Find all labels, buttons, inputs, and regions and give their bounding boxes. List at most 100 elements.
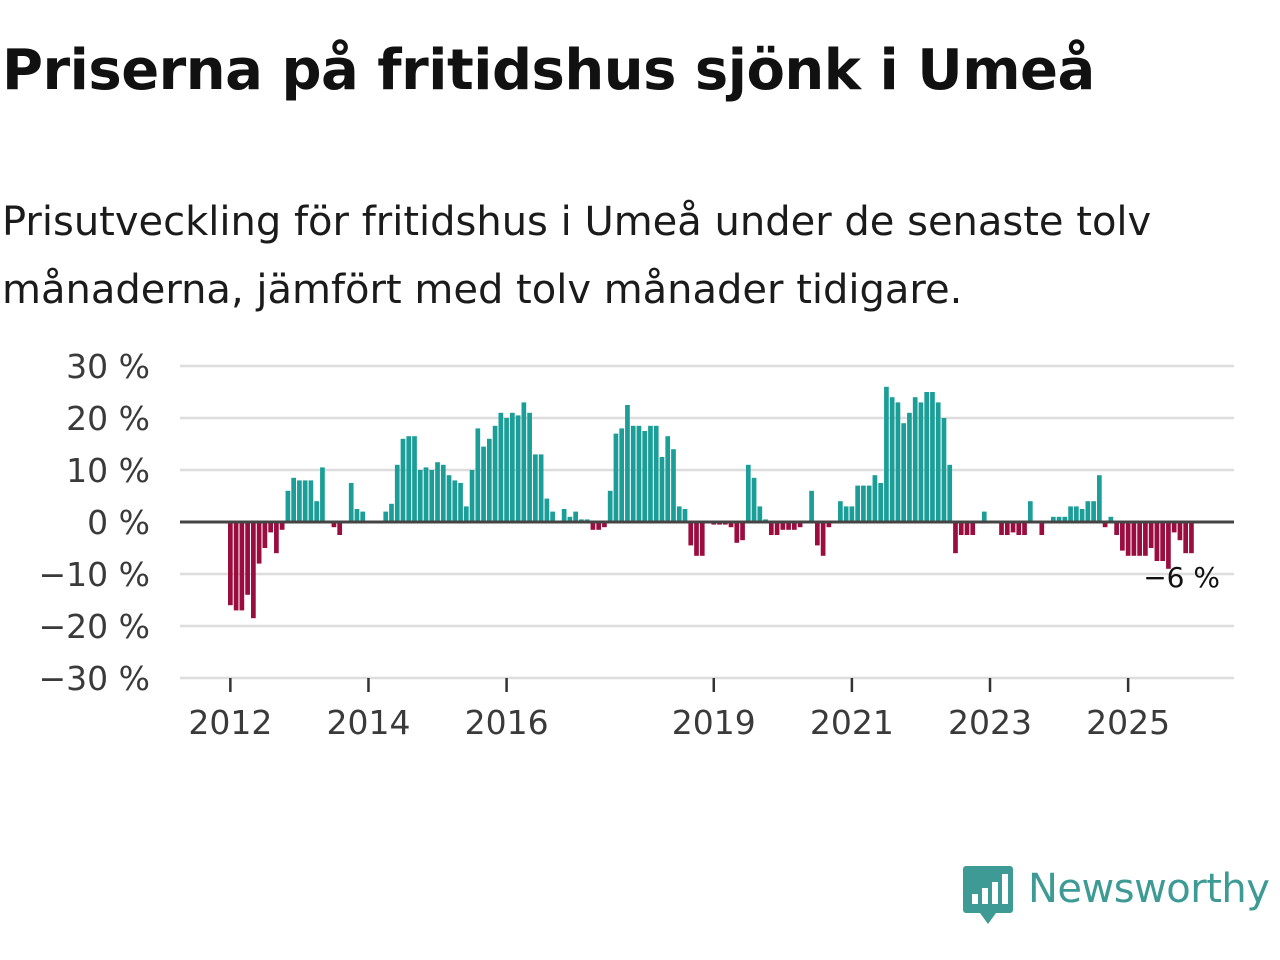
bar bbox=[1166, 522, 1171, 569]
bar bbox=[1154, 522, 1160, 561]
bar bbox=[607, 490, 613, 522]
bar bbox=[694, 522, 699, 556]
bar bbox=[417, 470, 423, 522]
end-value-label: −6 % bbox=[1143, 561, 1220, 594]
bar bbox=[1137, 522, 1142, 556]
bar bbox=[981, 511, 987, 522]
bar bbox=[291, 477, 297, 522]
bar bbox=[688, 522, 694, 546]
bar bbox=[492, 425, 498, 522]
bar bbox=[348, 483, 354, 522]
y-tick-label: 10 % bbox=[66, 451, 150, 490]
bar bbox=[653, 425, 659, 522]
x-tick-label: 2019 bbox=[672, 703, 756, 742]
bar bbox=[1068, 506, 1073, 522]
bar bbox=[878, 483, 884, 522]
bar bbox=[1143, 522, 1148, 556]
bar bbox=[285, 490, 291, 522]
bar bbox=[233, 522, 239, 611]
bar bbox=[279, 522, 285, 530]
y-axis-labels: 30 % 20 % 10 % 0 % −10 % −20 % −30 % bbox=[39, 347, 151, 698]
x-tick-label: 2012 bbox=[188, 703, 272, 742]
bar bbox=[855, 485, 860, 522]
bar bbox=[274, 522, 279, 554]
bar bbox=[1171, 522, 1177, 533]
bar bbox=[509, 412, 515, 522]
bar bbox=[682, 509, 688, 522]
bar bbox=[826, 522, 832, 528]
bar bbox=[320, 467, 325, 522]
bar bbox=[613, 433, 619, 522]
bar bbox=[740, 522, 745, 541]
bar bbox=[1056, 516, 1062, 522]
brand-logo: Newsworthy bbox=[962, 864, 1270, 928]
bar bbox=[889, 397, 895, 522]
bar bbox=[1177, 522, 1183, 541]
bar bbox=[1189, 522, 1194, 554]
bar bbox=[1039, 522, 1045, 535]
bar bbox=[815, 522, 820, 546]
bar bbox=[440, 464, 446, 522]
bar bbox=[999, 522, 1004, 535]
bar bbox=[1062, 516, 1068, 522]
bar bbox=[538, 454, 544, 522]
bar bbox=[354, 509, 360, 522]
bar bbox=[498, 412, 504, 522]
bar bbox=[768, 522, 774, 535]
y-tick-label: −20 % bbox=[39, 607, 151, 646]
brand-name: Newsworthy bbox=[1028, 866, 1270, 912]
bar bbox=[406, 436, 412, 522]
x-tick-label: 2025 bbox=[1086, 703, 1170, 742]
bar-chart: 30 %20 %10 %0 %−10 %−20 %−30 % 2012 2014 2… bbox=[39, 347, 1234, 742]
bar bbox=[1125, 522, 1131, 556]
bar bbox=[838, 501, 843, 522]
y-tick-label: 30 % bbox=[66, 347, 150, 386]
bar bbox=[1120, 522, 1125, 551]
x-tick-label: 2023 bbox=[948, 703, 1032, 742]
bar bbox=[734, 522, 740, 543]
y-tick-label: −30 % bbox=[39, 659, 151, 698]
bar bbox=[561, 509, 567, 522]
bar bbox=[791, 522, 797, 530]
x-tick-label: 2021 bbox=[810, 703, 894, 742]
bar bbox=[1131, 522, 1137, 556]
bar bbox=[596, 522, 602, 530]
bar bbox=[625, 405, 630, 522]
bar bbox=[256, 522, 262, 564]
bar bbox=[446, 475, 452, 522]
bar bbox=[699, 522, 705, 556]
bar bbox=[527, 412, 532, 522]
bar bbox=[308, 480, 314, 522]
chart-title: Priserna på fritidshus sjönk i Umeå bbox=[2, 38, 1095, 103]
bar bbox=[774, 522, 780, 535]
bar bbox=[394, 464, 400, 522]
bar bbox=[728, 522, 734, 528]
bar bbox=[636, 425, 642, 522]
bar bbox=[1079, 509, 1085, 522]
bar bbox=[630, 425, 636, 522]
bar bbox=[930, 392, 935, 522]
bar bbox=[1160, 522, 1166, 561]
bar bbox=[757, 506, 763, 522]
bar bbox=[648, 425, 653, 522]
annotations: −6 % bbox=[1143, 561, 1220, 594]
bar bbox=[1085, 501, 1091, 522]
bar bbox=[935, 402, 941, 522]
bar bbox=[544, 498, 550, 522]
bar bbox=[331, 522, 337, 528]
bar bbox=[619, 428, 625, 522]
bar bbox=[1027, 501, 1033, 522]
bar bbox=[1073, 506, 1079, 522]
bar bbox=[504, 418, 509, 522]
bar-series bbox=[228, 386, 1194, 619]
bar bbox=[1016, 522, 1022, 535]
bar bbox=[314, 501, 320, 522]
bar bbox=[1114, 522, 1119, 535]
bar bbox=[895, 402, 901, 522]
chart-subtitle: Prisutveckling för fritidshus i Umeå und… bbox=[2, 199, 1152, 313]
bar bbox=[521, 402, 527, 522]
bar bbox=[970, 522, 976, 535]
bar bbox=[745, 464, 751, 522]
bar bbox=[659, 457, 665, 522]
bar bbox=[1091, 501, 1096, 522]
